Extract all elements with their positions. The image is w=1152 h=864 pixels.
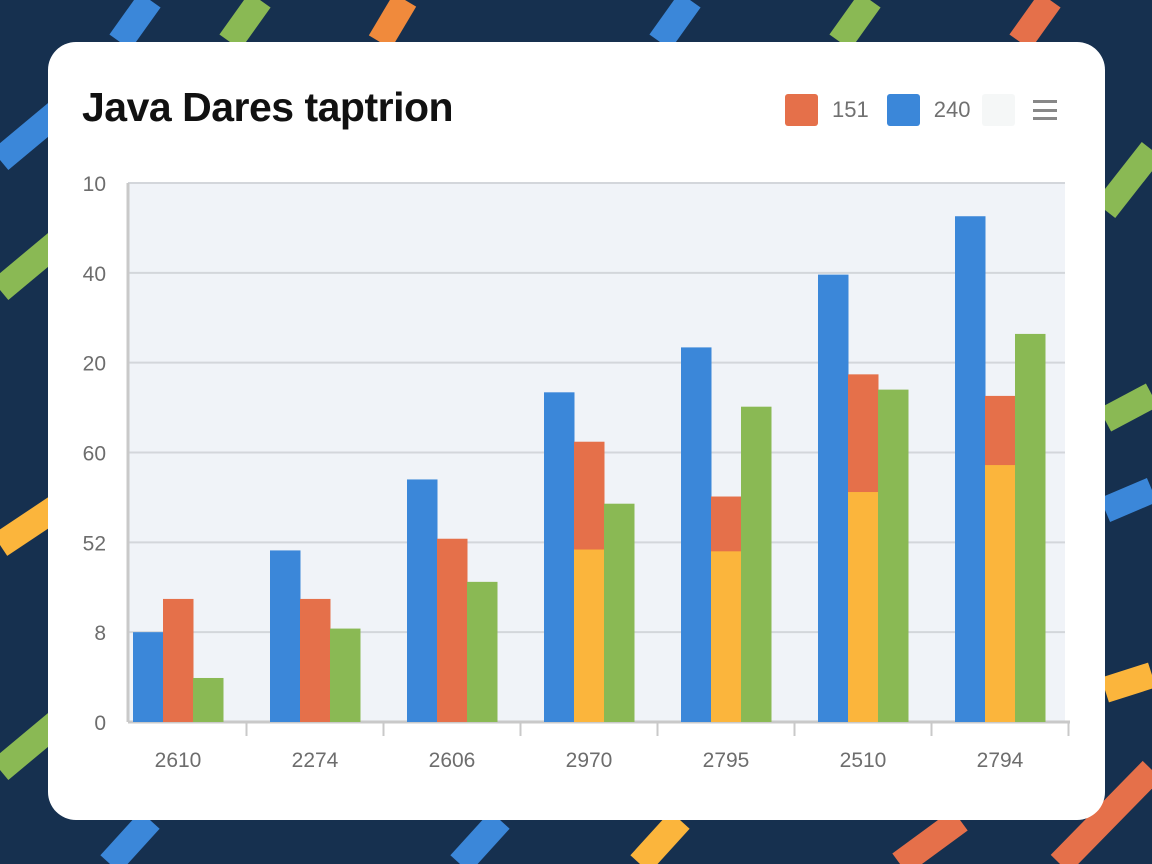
legend-swatch-blank <box>982 94 1016 126</box>
y-tick-label: 8 <box>94 622 106 645</box>
bar-base-segment <box>711 551 742 722</box>
bar <box>604 503 635 722</box>
x-tick-label: 2795 <box>703 749 750 772</box>
bar-base-segment <box>848 492 879 722</box>
bar <box>407 479 438 722</box>
y-tick-label: 0 <box>94 712 106 735</box>
bar <box>193 677 224 722</box>
bar <box>818 274 849 722</box>
legend: 151 240 <box>785 94 1058 126</box>
x-tick-label: 2274 <box>292 749 339 772</box>
chart-title: Java Dares taptrion <box>82 84 454 130</box>
bar <box>467 581 498 722</box>
bar <box>1015 333 1046 722</box>
bar <box>741 406 772 722</box>
bar <box>133 632 164 722</box>
x-tick-label: 2606 <box>429 749 476 772</box>
x-tick-label: 2510 <box>840 749 887 772</box>
bar <box>163 598 194 722</box>
x-tick-label: 2970 <box>566 749 613 772</box>
bar <box>878 389 909 722</box>
bar-base-segment <box>985 465 1016 722</box>
bar <box>300 598 331 722</box>
y-tick-label: 40 <box>83 263 106 286</box>
bar <box>270 550 301 722</box>
bar <box>955 216 986 722</box>
bar <box>330 628 361 722</box>
y-tick-label: 20 <box>83 353 106 376</box>
legend-label: 151 <box>832 97 869 122</box>
bar-base-segment <box>574 549 605 722</box>
x-tick-label: 2610 <box>155 749 202 772</box>
bar <box>681 347 712 722</box>
legend-swatch-blue <box>886 94 920 126</box>
y-tick-label: 60 <box>83 443 106 466</box>
bar <box>437 538 468 722</box>
y-tick-label: 52 <box>83 532 106 555</box>
legend-swatch-orange <box>785 94 818 126</box>
x-tick-label: 2794 <box>977 749 1024 772</box>
legend-label: 240 <box>933 97 971 122</box>
hamburger-menu-icon[interactable] <box>1033 100 1058 120</box>
bar <box>544 392 575 722</box>
y-tick-label: 10 <box>83 173 106 196</box>
